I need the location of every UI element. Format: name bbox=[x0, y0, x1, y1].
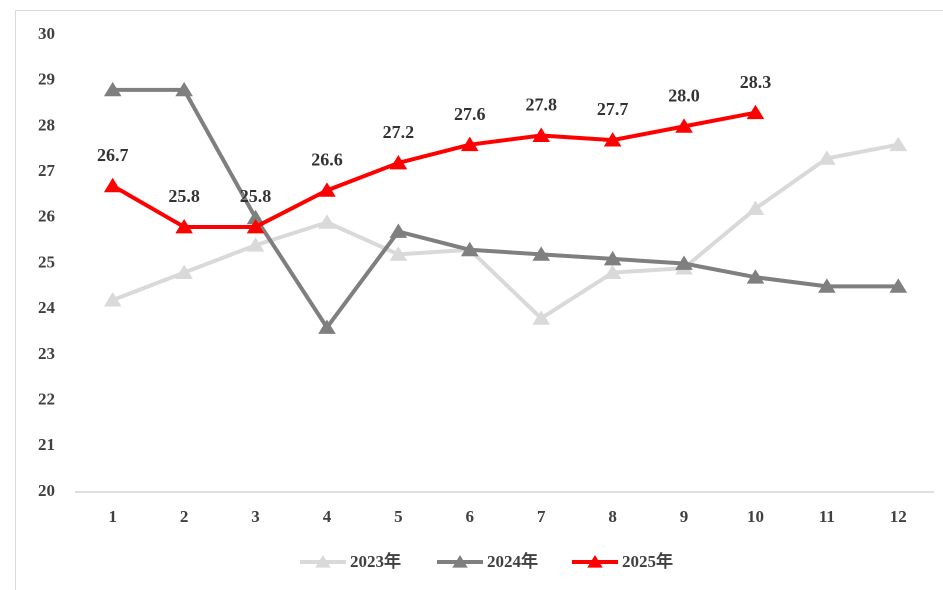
legend-label: 2023年 bbox=[350, 551, 401, 571]
legend-label: 2025年 bbox=[622, 551, 673, 571]
data-label: 27.6 bbox=[454, 104, 486, 124]
x-tick-label: 2 bbox=[180, 507, 189, 526]
marker bbox=[318, 214, 336, 229]
marker bbox=[103, 177, 122, 193]
marker bbox=[103, 292, 122, 307]
x-tick-label: 8 bbox=[608, 507, 617, 526]
marker bbox=[818, 150, 836, 165]
y-tick-label: 26 bbox=[38, 207, 55, 226]
x-tick-label: 12 bbox=[890, 507, 907, 526]
legend-marker bbox=[452, 555, 468, 568]
marker bbox=[389, 246, 408, 261]
chart-border bbox=[15, 10, 943, 590]
x-tick-label: 11 bbox=[819, 507, 835, 526]
data-label: 25.8 bbox=[168, 186, 200, 206]
marker bbox=[460, 241, 479, 257]
data-label: 26.7 bbox=[97, 145, 129, 165]
data-label: 27.7 bbox=[597, 99, 629, 119]
data-label: 25.8 bbox=[240, 186, 272, 206]
series-line bbox=[112, 87, 899, 330]
marker bbox=[175, 218, 193, 234]
y-tick-label: 27 bbox=[38, 161, 56, 180]
marker bbox=[389, 223, 408, 238]
x-tick-label: 3 bbox=[251, 507, 260, 526]
y-tick-label: 24 bbox=[38, 298, 56, 317]
data-label: 28.0 bbox=[668, 86, 700, 106]
marker bbox=[532, 246, 551, 261]
legend-marker bbox=[315, 555, 331, 568]
marker bbox=[389, 154, 408, 170]
marker bbox=[318, 319, 336, 334]
y-tick-label: 28 bbox=[38, 115, 55, 134]
marker bbox=[675, 255, 693, 270]
marker bbox=[103, 81, 122, 97]
marker bbox=[746, 104, 765, 120]
x-tick-label: 1 bbox=[108, 507, 117, 526]
y-tick-label: 25 bbox=[38, 252, 55, 271]
series-line bbox=[111, 142, 899, 321]
marker bbox=[246, 209, 265, 225]
marker bbox=[603, 250, 622, 266]
y-tick-label: 30 bbox=[38, 24, 55, 43]
marker bbox=[889, 136, 908, 152]
marker bbox=[818, 278, 836, 293]
marker bbox=[460, 136, 479, 152]
marker bbox=[603, 264, 622, 280]
marker bbox=[175, 81, 193, 97]
x-tick-label: 5 bbox=[394, 507, 403, 526]
legend-marker bbox=[587, 555, 603, 568]
data-label: 27.2 bbox=[383, 122, 415, 142]
data-label: 28.3 bbox=[740, 72, 772, 92]
data-label: 27.8 bbox=[525, 95, 557, 115]
x-tick-label: 9 bbox=[680, 507, 689, 526]
data-label: 26.6 bbox=[311, 150, 343, 170]
marker bbox=[889, 278, 908, 293]
marker bbox=[746, 269, 765, 284]
x-tick-label: 7 bbox=[537, 507, 546, 526]
marker bbox=[246, 218, 265, 234]
y-tick-label: 22 bbox=[38, 390, 55, 409]
marker bbox=[175, 264, 193, 280]
marker bbox=[532, 127, 551, 142]
y-tick-label: 23 bbox=[38, 344, 55, 363]
y-tick-label: 29 bbox=[38, 70, 55, 89]
marker bbox=[675, 118, 693, 133]
x-tick-label: 6 bbox=[466, 507, 475, 526]
x-tick-label: 4 bbox=[323, 507, 332, 526]
series-line bbox=[111, 110, 756, 229]
x-tick-label: 10 bbox=[747, 507, 764, 526]
legend-label: 2024年 bbox=[487, 551, 538, 571]
marker bbox=[532, 310, 551, 325]
y-tick-label: 21 bbox=[38, 435, 55, 454]
marker bbox=[246, 237, 265, 252]
y-tick-label: 20 bbox=[38, 481, 55, 500]
marker bbox=[603, 132, 622, 147]
marker bbox=[746, 200, 765, 216]
marker bbox=[318, 182, 336, 197]
